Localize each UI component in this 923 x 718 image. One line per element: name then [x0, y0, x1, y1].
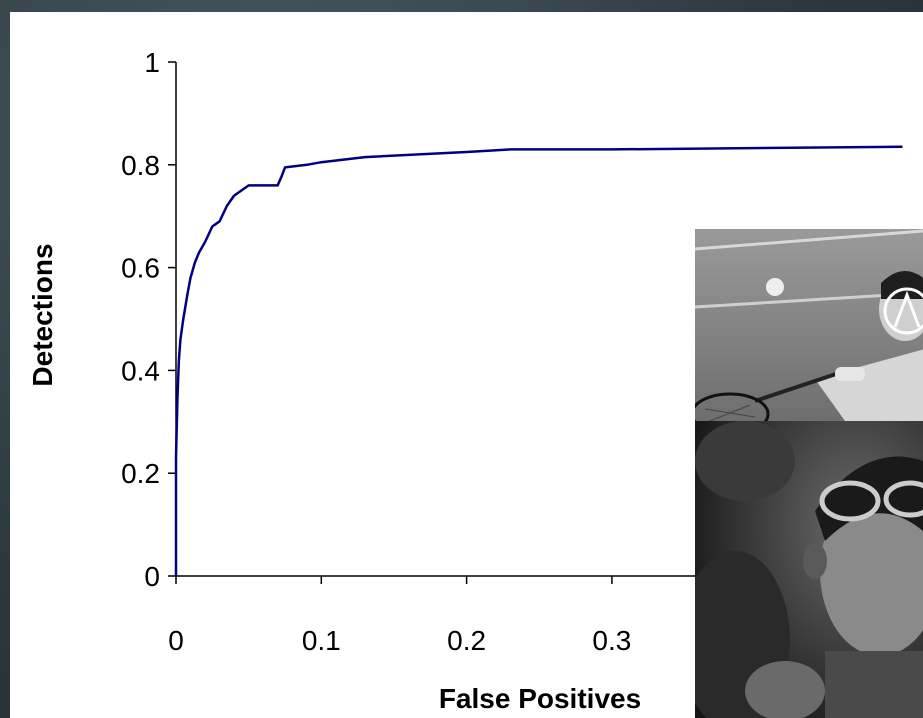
- y-axis-title: Detections: [27, 243, 58, 386]
- x-tick-label: 0.3: [592, 625, 631, 656]
- y-tick-label: 0.6: [121, 253, 160, 284]
- y-tick-label: 0: [144, 561, 160, 592]
- y-tick-label: 1: [144, 47, 160, 78]
- y-tick-label: 0.2: [121, 458, 160, 489]
- badminton-photo: [695, 229, 923, 421]
- chart-series: [174, 145, 903, 576]
- x-tick-label: 0.1: [302, 625, 341, 656]
- y-tick-label: 0.4: [121, 355, 160, 386]
- y-tick-label: 0.8: [121, 150, 160, 181]
- roc-curve-line: [174, 145, 903, 576]
- x-tick-label: 0: [168, 625, 184, 656]
- chart-ticks: 0 0.2 0.4 0.6 0.8 1 0 0.1 0.2 0.3: [121, 47, 758, 656]
- crowd-photo: [695, 421, 923, 718]
- x-axis-title: False Positives: [439, 683, 641, 714]
- x-tick-label: 0.2: [447, 625, 486, 656]
